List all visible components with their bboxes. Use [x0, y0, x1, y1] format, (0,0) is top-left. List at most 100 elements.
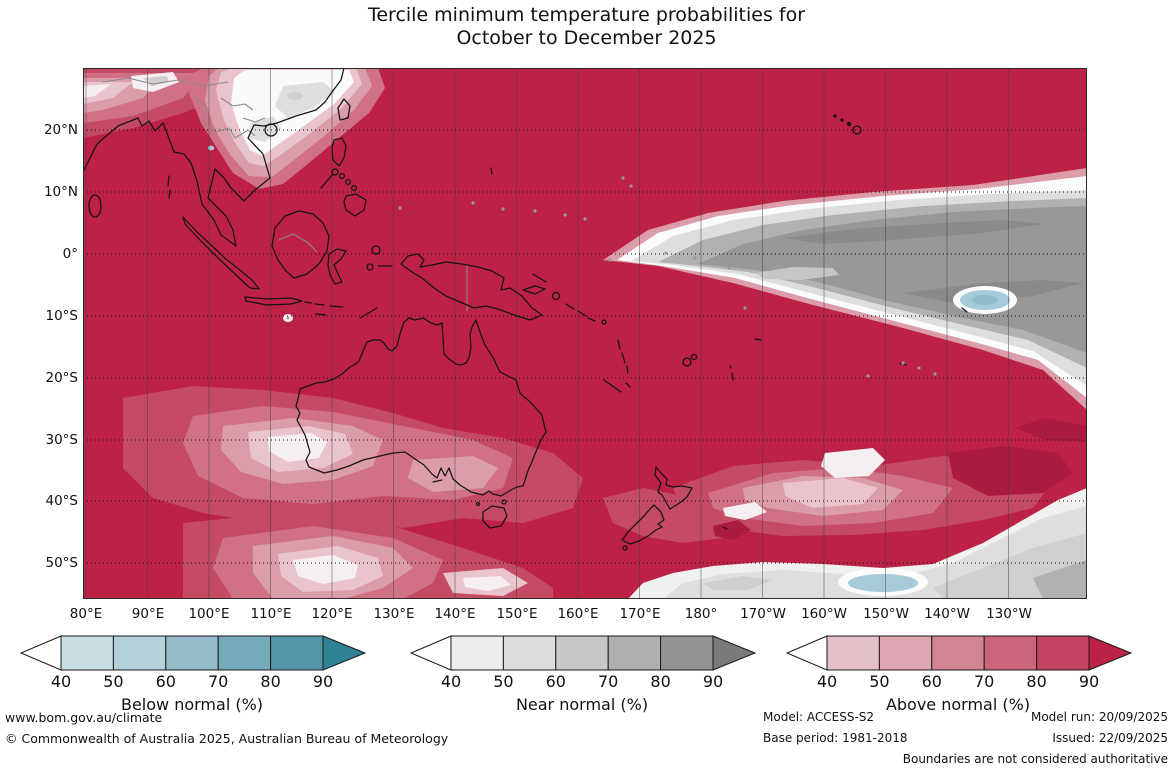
model-run-label: Model run: 20/09/2025	[1030, 710, 1168, 724]
title-line-1: Tercile minimum temperature probabilitie…	[367, 4, 806, 26]
legend-tick: 90	[1078, 672, 1100, 691]
legend-tick: 90	[312, 672, 334, 691]
lon-label-90e: 90°E	[131, 606, 165, 622]
lon-label-170e: 170°E	[619, 606, 661, 622]
legend-tick: 90	[702, 672, 724, 691]
base-period-label: Base period: 1981-2018	[763, 731, 908, 745]
lon-label-140w: 140°W	[924, 606, 970, 622]
atoll-specks	[286, 176, 937, 378]
coastlines	[83, 68, 968, 551]
lon-label-170w: 170°W	[740, 606, 786, 622]
lon-label-80e: 80°E	[69, 606, 103, 622]
bougainville	[551, 291, 561, 301]
website-url: www.bom.gov.au/climate	[5, 710, 163, 725]
pacific-probability-map	[83, 68, 1087, 599]
borneo	[271, 210, 330, 279]
new-britain	[522, 285, 546, 295]
lon-label-150e: 150°E	[496, 606, 538, 622]
probability-fill-regions	[83, 68, 1087, 599]
legend-tick: 80	[1026, 672, 1047, 691]
legend-tick: 40	[50, 672, 72, 691]
legend-tick: 80	[650, 672, 671, 691]
issued-label: Issued: 22/09/2025	[1052, 731, 1168, 745]
legend-tick: 70	[974, 672, 995, 691]
boundaries-disclaimer: Boundaries are not considered authoritat…	[902, 752, 1168, 766]
palawan	[320, 173, 334, 189]
nz-north-island	[654, 466, 693, 510]
copyright-notice: © Commonwealth of Australia 2025, Austra…	[5, 731, 449, 746]
lon-label-140e: 140°E	[434, 606, 476, 622]
legend-tick: 60	[545, 672, 566, 691]
map-svg	[83, 68, 1087, 599]
legend-below-colorbar	[19, 635, 367, 671]
gray-tongue-core	[698, 206, 1087, 353]
lon-label-100e: 100°E	[188, 606, 230, 622]
model-label: Model: ACCESS-S2	[763, 710, 875, 724]
chatham-islands	[722, 526, 728, 530]
legend-tick: 60	[921, 672, 942, 691]
hainan	[264, 123, 278, 137]
kangaroo-island	[432, 479, 443, 483]
new-ireland	[532, 273, 547, 283]
sri-lanka	[88, 194, 102, 218]
lon-label-160w: 160°W	[801, 606, 847, 622]
legend-near-label: Near normal (%)	[515, 695, 649, 714]
legend-near-normal: 40 50 60 70 80 90 Near normal (%)	[409, 634, 769, 720]
page-title: Tercile minimum temperature probabilitie…	[0, 4, 1173, 50]
sulawesi	[327, 248, 347, 285]
lat-label-20n: 20°N	[43, 122, 78, 138]
stewart-island	[622, 545, 628, 551]
lon-label-180: 180°	[684, 606, 718, 622]
solomon-islands	[565, 303, 596, 322]
legend-below-normal: 40 50 60 70 80 90 Below normal (%)	[19, 634, 379, 720]
lesser-sunda	[304, 301, 378, 319]
sumatra	[182, 216, 260, 290]
map-frame	[83, 68, 1087, 599]
lat-label-0: 0°	[62, 246, 78, 262]
legend-tick: 80	[260, 672, 281, 691]
asia-mainland-coast	[83, 68, 345, 247]
legend-below-label: Below normal (%)	[120, 695, 264, 714]
lat-label-20s: 20°S	[45, 370, 79, 386]
legend-tick: 40	[440, 672, 462, 691]
legend-above-label: Above normal (%)	[885, 695, 1031, 714]
legend-tick: 40	[816, 672, 838, 691]
lon-label-130w: 130°W	[986, 606, 1032, 622]
lon-label-150w: 150°W	[863, 606, 909, 622]
lon-label-120e: 120°E	[311, 606, 353, 622]
country-borders	[102, 77, 468, 311]
tasmania	[482, 505, 508, 529]
halmahera	[371, 245, 381, 255]
below-normal-blue-patch-south	[848, 574, 918, 592]
australia	[295, 317, 547, 497]
legend-near-colorbar	[409, 635, 757, 671]
mindanao	[343, 193, 367, 217]
lon-label-110e: 110°E	[250, 606, 292, 622]
title-line-2: October to December 2025	[456, 27, 717, 49]
hawaii	[833, 114, 862, 135]
lat-label-50s: 50°S	[45, 555, 79, 571]
luzon	[331, 137, 347, 167]
legend-above-normal: 40 50 60 70 80 90 Above normal (%)	[785, 634, 1145, 720]
samoa-tonga-tahiti	[729, 307, 968, 381]
legend-tick: 50	[869, 672, 890, 691]
legend-tick: 50	[103, 672, 124, 691]
lat-label-10n: 10°N	[43, 184, 78, 200]
nz-south-island	[621, 504, 665, 545]
legend-tick: 70	[598, 672, 619, 691]
new-caledonia	[603, 379, 631, 393]
legend-tick: 60	[155, 672, 176, 691]
lat-label-40s: 40°S	[45, 493, 79, 509]
vanuatu	[617, 339, 629, 374]
legend-tick: 50	[493, 672, 514, 691]
legend-tick: 70	[208, 672, 229, 691]
guam	[490, 167, 493, 175]
lat-label-30s: 30°S	[45, 432, 79, 448]
longitude-gridlines	[85, 68, 1009, 599]
new-guinea	[400, 253, 543, 321]
latitude-gridlines	[83, 129, 1087, 564]
andaman-islands	[167, 175, 171, 199]
lon-label-160e: 160°E	[557, 606, 599, 622]
legend-above-colorbar	[785, 635, 1133, 671]
java	[244, 296, 303, 306]
